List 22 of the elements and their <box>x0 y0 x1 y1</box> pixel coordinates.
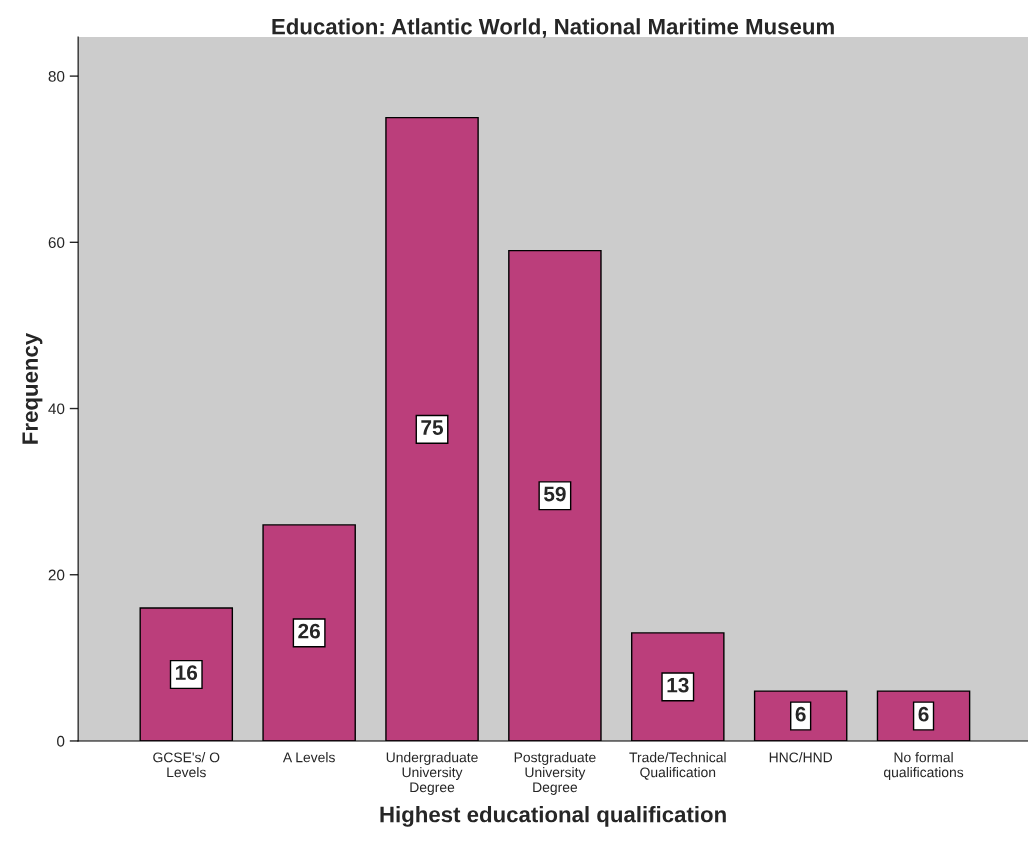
x-tick-label: Trade/Technical Qualification <box>629 752 726 780</box>
x-tick-label: HNC/HND <box>769 752 833 763</box>
x-tick-label: GCSE's/ O Levels <box>153 752 220 778</box>
x-tick-label: Postgraduate University Degree <box>514 752 596 795</box>
y-tick-label: 60 <box>48 237 65 249</box>
data-label: 75 <box>421 420 444 435</box>
x-tick-label: Undergraduate University Degree <box>386 752 478 795</box>
y-axis-title: Frequency <box>22 332 43 444</box>
y-tick-label: 40 <box>48 403 65 415</box>
x-tick-label: A Levels <box>282 752 335 763</box>
data-label: 6 <box>795 706 806 722</box>
y-tick-label: 80 <box>48 70 65 82</box>
data-label: 6 <box>918 706 929 722</box>
x-axis-title: Highest educational qualification <box>380 806 726 827</box>
data-label: 16 <box>175 665 198 681</box>
data-label: 13 <box>667 677 689 693</box>
data-label: 26 <box>298 623 320 639</box>
x-tick-label: No formal qualifications <box>883 752 964 780</box>
y-tick-label: 20 <box>48 569 65 581</box>
data-label: 59 <box>543 486 566 502</box>
y-tick-label: 0 <box>57 735 65 747</box>
chart-title: Education: Atlantic World, National Maritime Museum <box>272 18 834 38</box>
